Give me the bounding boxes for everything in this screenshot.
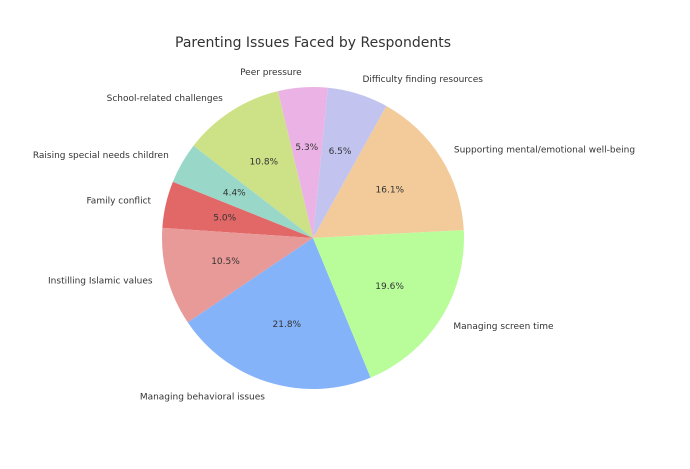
slice-percent-managing-screen-time: 19.6% [375,282,404,292]
slice-percentages: 16.1% 6.5% 5.3% 10.8% 4.4% 5.0% 10.5% 21.8% 19.6… [211,143,404,330]
slice-percent-supporting-mental-emotional-well-being: 16.1% [376,186,405,196]
slice-label-raising-special-needs-children: Raising special needs children [33,151,169,161]
slice-raising-special-needs-children [172,145,313,238]
slice-managing-behavioral-issues [187,238,371,390]
slice-percent-school-related-challenges: 10.8% [250,157,279,167]
slice-percent-instilling-islamic-values: 10.5% [211,257,240,267]
slice-label-instilling-islamic-values: Instilling Islamic values [48,277,153,287]
slice-percent-managing-behavioral-issues: 21.8% [273,320,302,330]
slice-label-family-conflict: Family conflict [86,197,151,207]
slice-school-related-challenges [193,91,313,238]
slice-percent-peer-pressure: 5.3% [295,143,318,153]
slice-peer-pressure [277,87,328,238]
slice-percent-family-conflict: 5.0% [213,213,236,223]
slice-percent-raising-special-needs-children: 4.4% [223,189,246,199]
slice-label-managing-behavioral-issues: Managing behavioral issues [140,393,265,403]
slice-supporting-mental-emotional-well-being [313,105,464,238]
slice-label-difficulty-finding-resources: Difficulty finding resources [363,75,484,85]
slice-instilling-islamic-values [162,227,313,323]
chart-title: Parenting Issues Faced by Respondents [175,35,451,51]
slice-labels: Supporting mental/emotional well-being Di… [33,68,635,403]
slice-family-conflict [162,181,313,238]
slice-label-school-related-challenges: School-related challenges [107,94,223,104]
slice-label-peer-pressure: Peer pressure [240,68,302,78]
slice-difficulty-finding-resources [313,87,387,238]
pie-slices [162,87,464,390]
slice-label-managing-screen-time: Managing screen time [453,322,554,332]
slice-managing-screen-time [313,230,464,378]
slice-label-supporting-mental-emotional-well-being: Supporting mental/emotional well-being [454,146,635,156]
slice-percent-difficulty-finding-resources: 6.5% [329,147,352,157]
